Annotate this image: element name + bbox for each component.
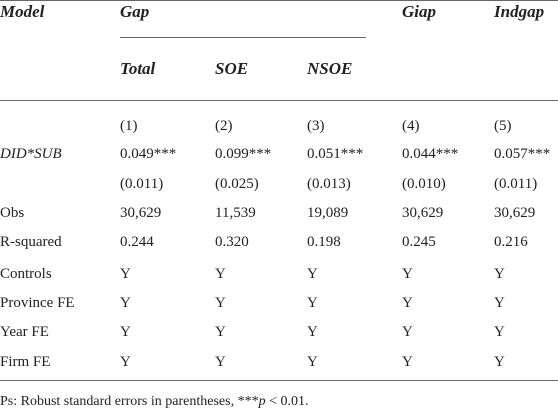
cell: Y — [215, 266, 226, 282]
cell: 30,629 — [402, 205, 444, 221]
cell: Y — [215, 354, 226, 370]
column-number: (3) — [307, 118, 325, 134]
cell: Y — [402, 295, 413, 311]
cell: Y — [402, 354, 413, 370]
cell: 19,089 — [307, 205, 349, 221]
column-number: (4) — [402, 118, 420, 134]
cell: 0.245 — [402, 234, 436, 250]
cell: 0.051*** — [307, 146, 364, 162]
header-cell: Gap — [120, 2, 150, 21]
footnote: Ps: Robust standard errors in parenthese… — [0, 394, 308, 410]
cell: Y — [307, 295, 318, 311]
cell: 0.244 — [120, 234, 154, 250]
top-rule — [0, 0, 558, 1]
row-label: Year FE — [0, 324, 49, 340]
header-rule — [0, 100, 558, 101]
column-number: (1) — [120, 118, 138, 134]
group-rule — [120, 37, 366, 38]
cell: 0.049*** — [120, 146, 177, 162]
bottom-rule — [0, 380, 558, 381]
cell: Y — [494, 295, 505, 311]
header-cell: Giap — [402, 2, 436, 21]
cell: 30,629 — [120, 205, 162, 221]
row-label: Obs — [0, 205, 25, 221]
subheader-cell: SOE — [215, 59, 249, 78]
cell: Y — [402, 324, 413, 340]
cell: (0.010) — [402, 176, 446, 192]
cell: Y — [120, 354, 131, 370]
cell: Y — [494, 354, 505, 370]
cell: Y — [494, 266, 505, 282]
row-label: Firm FE — [0, 354, 51, 370]
cell: Y — [494, 324, 505, 340]
row-label: Province FE — [0, 295, 75, 311]
row-label: DID*SUB — [0, 146, 62, 162]
cell: Y — [120, 295, 131, 311]
cell: (0.013) — [307, 176, 351, 192]
cell: (0.025) — [215, 176, 259, 192]
cell: Y — [215, 295, 226, 311]
cell: (0.011) — [120, 176, 164, 192]
subheader-cell: NSOE — [307, 59, 353, 78]
header-cell: Model — [0, 2, 45, 21]
cell: Y — [402, 266, 413, 282]
cell: 0.057*** — [494, 146, 551, 162]
cell: (0.011) — [494, 176, 538, 192]
cell: Y — [307, 266, 318, 282]
footnote-text: < 0.01. — [265, 394, 309, 409]
row-label: R-squared — [0, 234, 62, 250]
row-label: Controls — [0, 266, 52, 282]
subheader-cell: Total — [120, 59, 156, 78]
cell: 0.216 — [494, 234, 528, 250]
cell: Y — [120, 266, 131, 282]
cell: Y — [307, 324, 318, 340]
cell: 0.099*** — [215, 146, 272, 162]
header-cell: Indgap — [494, 2, 545, 21]
cell: Y — [120, 324, 131, 340]
column-number: (2) — [215, 118, 233, 134]
column-number: (5) — [494, 118, 512, 134]
cell: 0.198 — [307, 234, 341, 250]
footnote-text: Ps: Robust standard errors in parenthese… — [0, 394, 259, 409]
cell: 0.044*** — [402, 146, 459, 162]
footnote-italic: p — [258, 394, 266, 409]
cell: 0.320 — [215, 234, 249, 250]
cell: Y — [307, 354, 318, 370]
cell: 30,629 — [494, 205, 536, 221]
cell: Y — [215, 324, 226, 340]
cell: 11,539 — [215, 205, 256, 221]
